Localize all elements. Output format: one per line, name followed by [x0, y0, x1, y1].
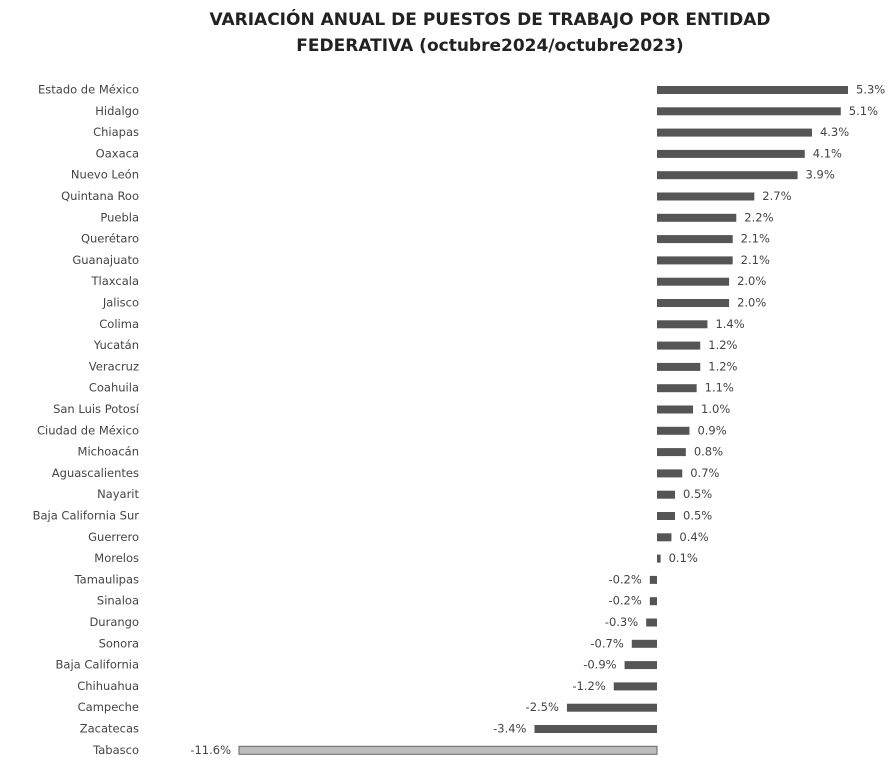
bar: [238, 745, 658, 755]
category-label: Yucatán: [93, 338, 139, 352]
bar: [657, 362, 701, 371]
category-label: Tabasco: [92, 743, 139, 757]
value-label: 0.8%: [694, 445, 723, 459]
value-label: 2.0%: [737, 296, 766, 310]
category-label: Guerrero: [88, 530, 139, 544]
category-label: Campeche: [78, 700, 139, 714]
category-label: Ciudad de México: [37, 423, 139, 437]
category-label: Estado de México: [38, 83, 139, 97]
bar: [657, 213, 737, 222]
value-label: 0.1%: [669, 551, 698, 565]
value-label: 1.2%: [708, 359, 737, 373]
bar: [657, 469, 683, 478]
category-label: Oaxaca: [96, 146, 139, 160]
bar: [657, 341, 701, 350]
value-label: 4.3%: [820, 125, 849, 139]
category-label: Morelos: [94, 551, 139, 565]
value-label: 2.1%: [741, 253, 770, 267]
bar: [631, 639, 658, 648]
value-label: -0.7%: [590, 636, 623, 650]
value-label: 5.1%: [849, 104, 878, 118]
category-label: Colima: [99, 317, 139, 331]
value-label: 1.4%: [715, 317, 744, 331]
value-label: -0.2%: [608, 572, 641, 586]
category-label: Jalisco: [102, 296, 139, 310]
bar: [657, 86, 848, 94]
category-label: Baja California: [56, 658, 139, 672]
bar: [657, 426, 690, 435]
value-label: 1.0%: [701, 402, 730, 416]
bar: [657, 405, 694, 414]
bar: [657, 107, 841, 116]
value-label: 2.2%: [744, 210, 773, 224]
category-label: Chiapas: [93, 125, 139, 139]
bar: [649, 597, 658, 606]
bar: [657, 490, 676, 499]
value-label: 2.1%: [741, 232, 770, 246]
category-label: Michoacán: [78, 445, 139, 459]
category-label: Chihuahua: [77, 679, 139, 693]
bar: [657, 171, 798, 180]
bar: [657, 256, 733, 265]
bar: [657, 512, 676, 520]
value-label: 0.5%: [683, 509, 712, 523]
value-label: -2.5%: [526, 700, 559, 714]
category-label: Nayarit: [97, 487, 139, 501]
value-label: 1.1%: [705, 381, 734, 395]
category-label: Puebla: [100, 210, 139, 224]
value-label: 5.3%: [856, 83, 885, 97]
category-label: Nuevo León: [71, 168, 139, 182]
category-label: Hidalgo: [95, 104, 139, 118]
chart-title: VARIACIÓN ANUAL DE PUESTOS DE TRABAJO PO…: [209, 8, 770, 30]
category-label: Coahuila: [89, 381, 139, 395]
bar: [657, 554, 661, 563]
bar: [657, 277, 730, 286]
value-label: -1.2%: [572, 679, 605, 693]
bar: [657, 128, 812, 137]
value-label: 0.7%: [690, 466, 719, 480]
bar: [657, 384, 697, 393]
category-label: Querétaro: [81, 232, 139, 246]
value-label: 2.0%: [737, 274, 766, 288]
category-label: Guanajuato: [72, 253, 139, 267]
bar: [657, 192, 755, 201]
value-label: 2.7%: [762, 189, 791, 203]
bar: [646, 618, 658, 627]
value-label: -3.4%: [493, 722, 526, 736]
value-label: 0.5%: [683, 487, 712, 501]
bar: [624, 661, 658, 670]
value-label: -11.6%: [190, 743, 231, 757]
bar: [657, 299, 730, 307]
bar: [657, 320, 708, 329]
value-label: 4.1%: [813, 146, 842, 160]
bar: [657, 149, 805, 158]
bar: [613, 682, 658, 691]
bar: [566, 703, 658, 712]
category-label: San Luis Potosí: [53, 402, 140, 416]
category-label: Quintana Roo: [61, 189, 139, 203]
category-label: Tamaulipas: [74, 572, 139, 586]
category-label: Baja California Sur: [33, 509, 140, 523]
chart-title: FEDERATIVA (octubre2024/octubre2023): [296, 36, 683, 56]
value-label: -0.9%: [583, 658, 616, 672]
category-label: Veracruz: [89, 359, 139, 373]
value-label: 0.4%: [679, 530, 708, 544]
bar: [657, 235, 733, 244]
bar: [649, 575, 658, 584]
category-label: Sinaloa: [97, 594, 139, 608]
category-label: Aguascalientes: [52, 466, 139, 480]
category-label: Tlaxcala: [91, 274, 139, 288]
value-label: 1.2%: [708, 338, 737, 352]
bar: [534, 725, 658, 733]
category-label: Sonora: [99, 636, 139, 650]
category-label: Durango: [89, 615, 139, 629]
value-label: -0.3%: [605, 615, 638, 629]
value-label: -0.2%: [608, 594, 641, 608]
category-label: Zacatecas: [80, 722, 139, 736]
bar: [657, 448, 686, 457]
bar: [657, 533, 672, 542]
value-label: 0.9%: [697, 423, 726, 437]
value-label: 3.9%: [806, 168, 835, 182]
